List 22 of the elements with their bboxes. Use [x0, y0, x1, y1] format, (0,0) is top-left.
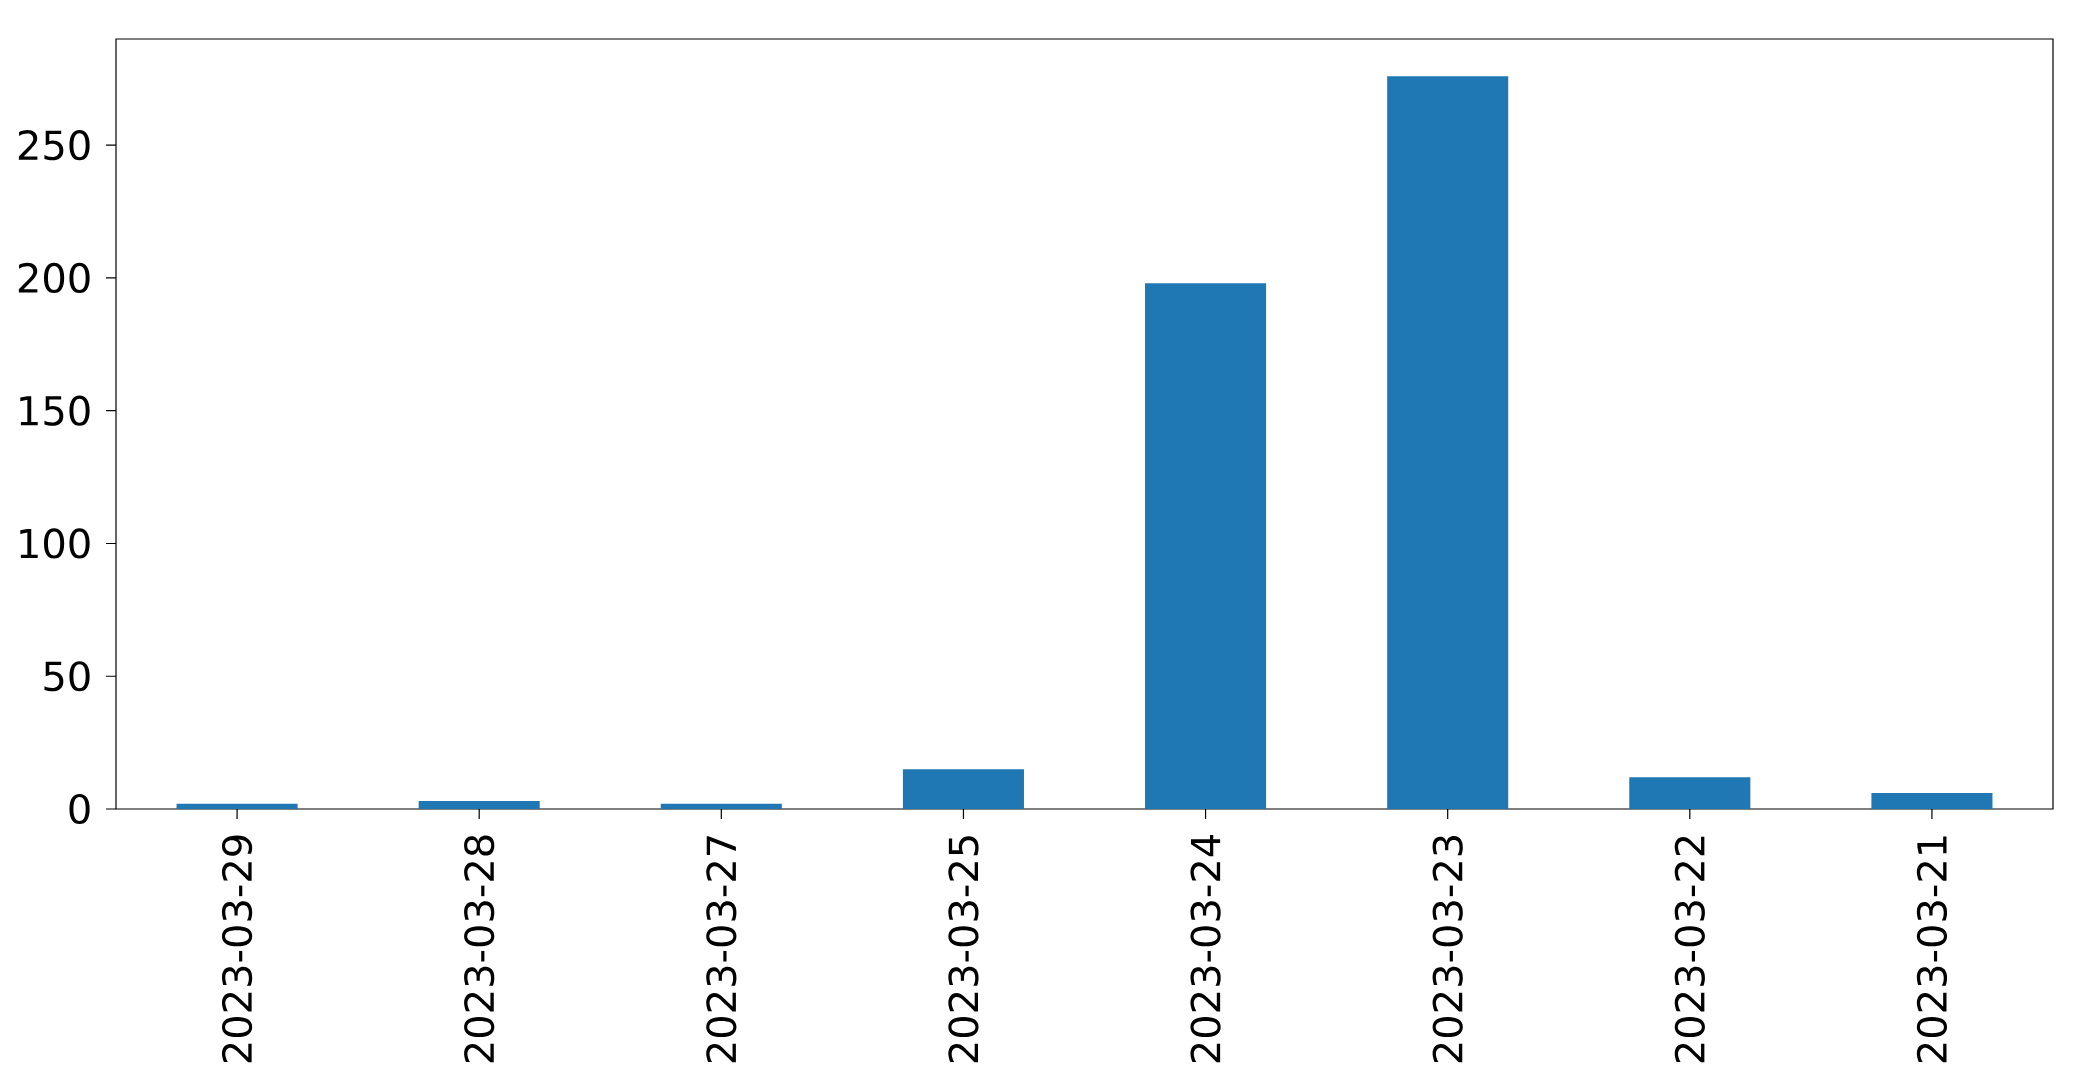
y-tick-label: 100 — [20, 528, 90, 559]
x-tick-label: 2023-03-25 — [948, 836, 979, 1063]
bar — [418, 801, 540, 810]
bar — [1871, 793, 1993, 810]
bar — [902, 769, 1024, 810]
x-tick-label: 2023-03-27 — [706, 836, 737, 1063]
y-tick-label: 50 — [44, 661, 90, 692]
x-tick-label: 2023-03-23 — [1432, 836, 1463, 1063]
y-tick-label: 200 — [18, 263, 90, 294]
y-tick-label: 0 — [69, 794, 90, 825]
bar — [1387, 76, 1509, 810]
x-tick-label: 2023-03-24 — [1190, 835, 1221, 1063]
y-tick-label: 150 — [20, 395, 90, 427]
y-tick-label: 250 — [18, 130, 90, 161]
x-tick-label: 2023-03-29 — [221, 835, 253, 1063]
x-tick-label: 2023-03-22 — [1674, 837, 1705, 1063]
bar — [660, 803, 782, 810]
x-tick-label: 2023-03-21 — [1916, 836, 1948, 1063]
bar — [1145, 283, 1267, 810]
x-tick-label: 2023-03-28 — [464, 835, 495, 1063]
bar — [176, 803, 298, 810]
bar — [1629, 777, 1751, 810]
